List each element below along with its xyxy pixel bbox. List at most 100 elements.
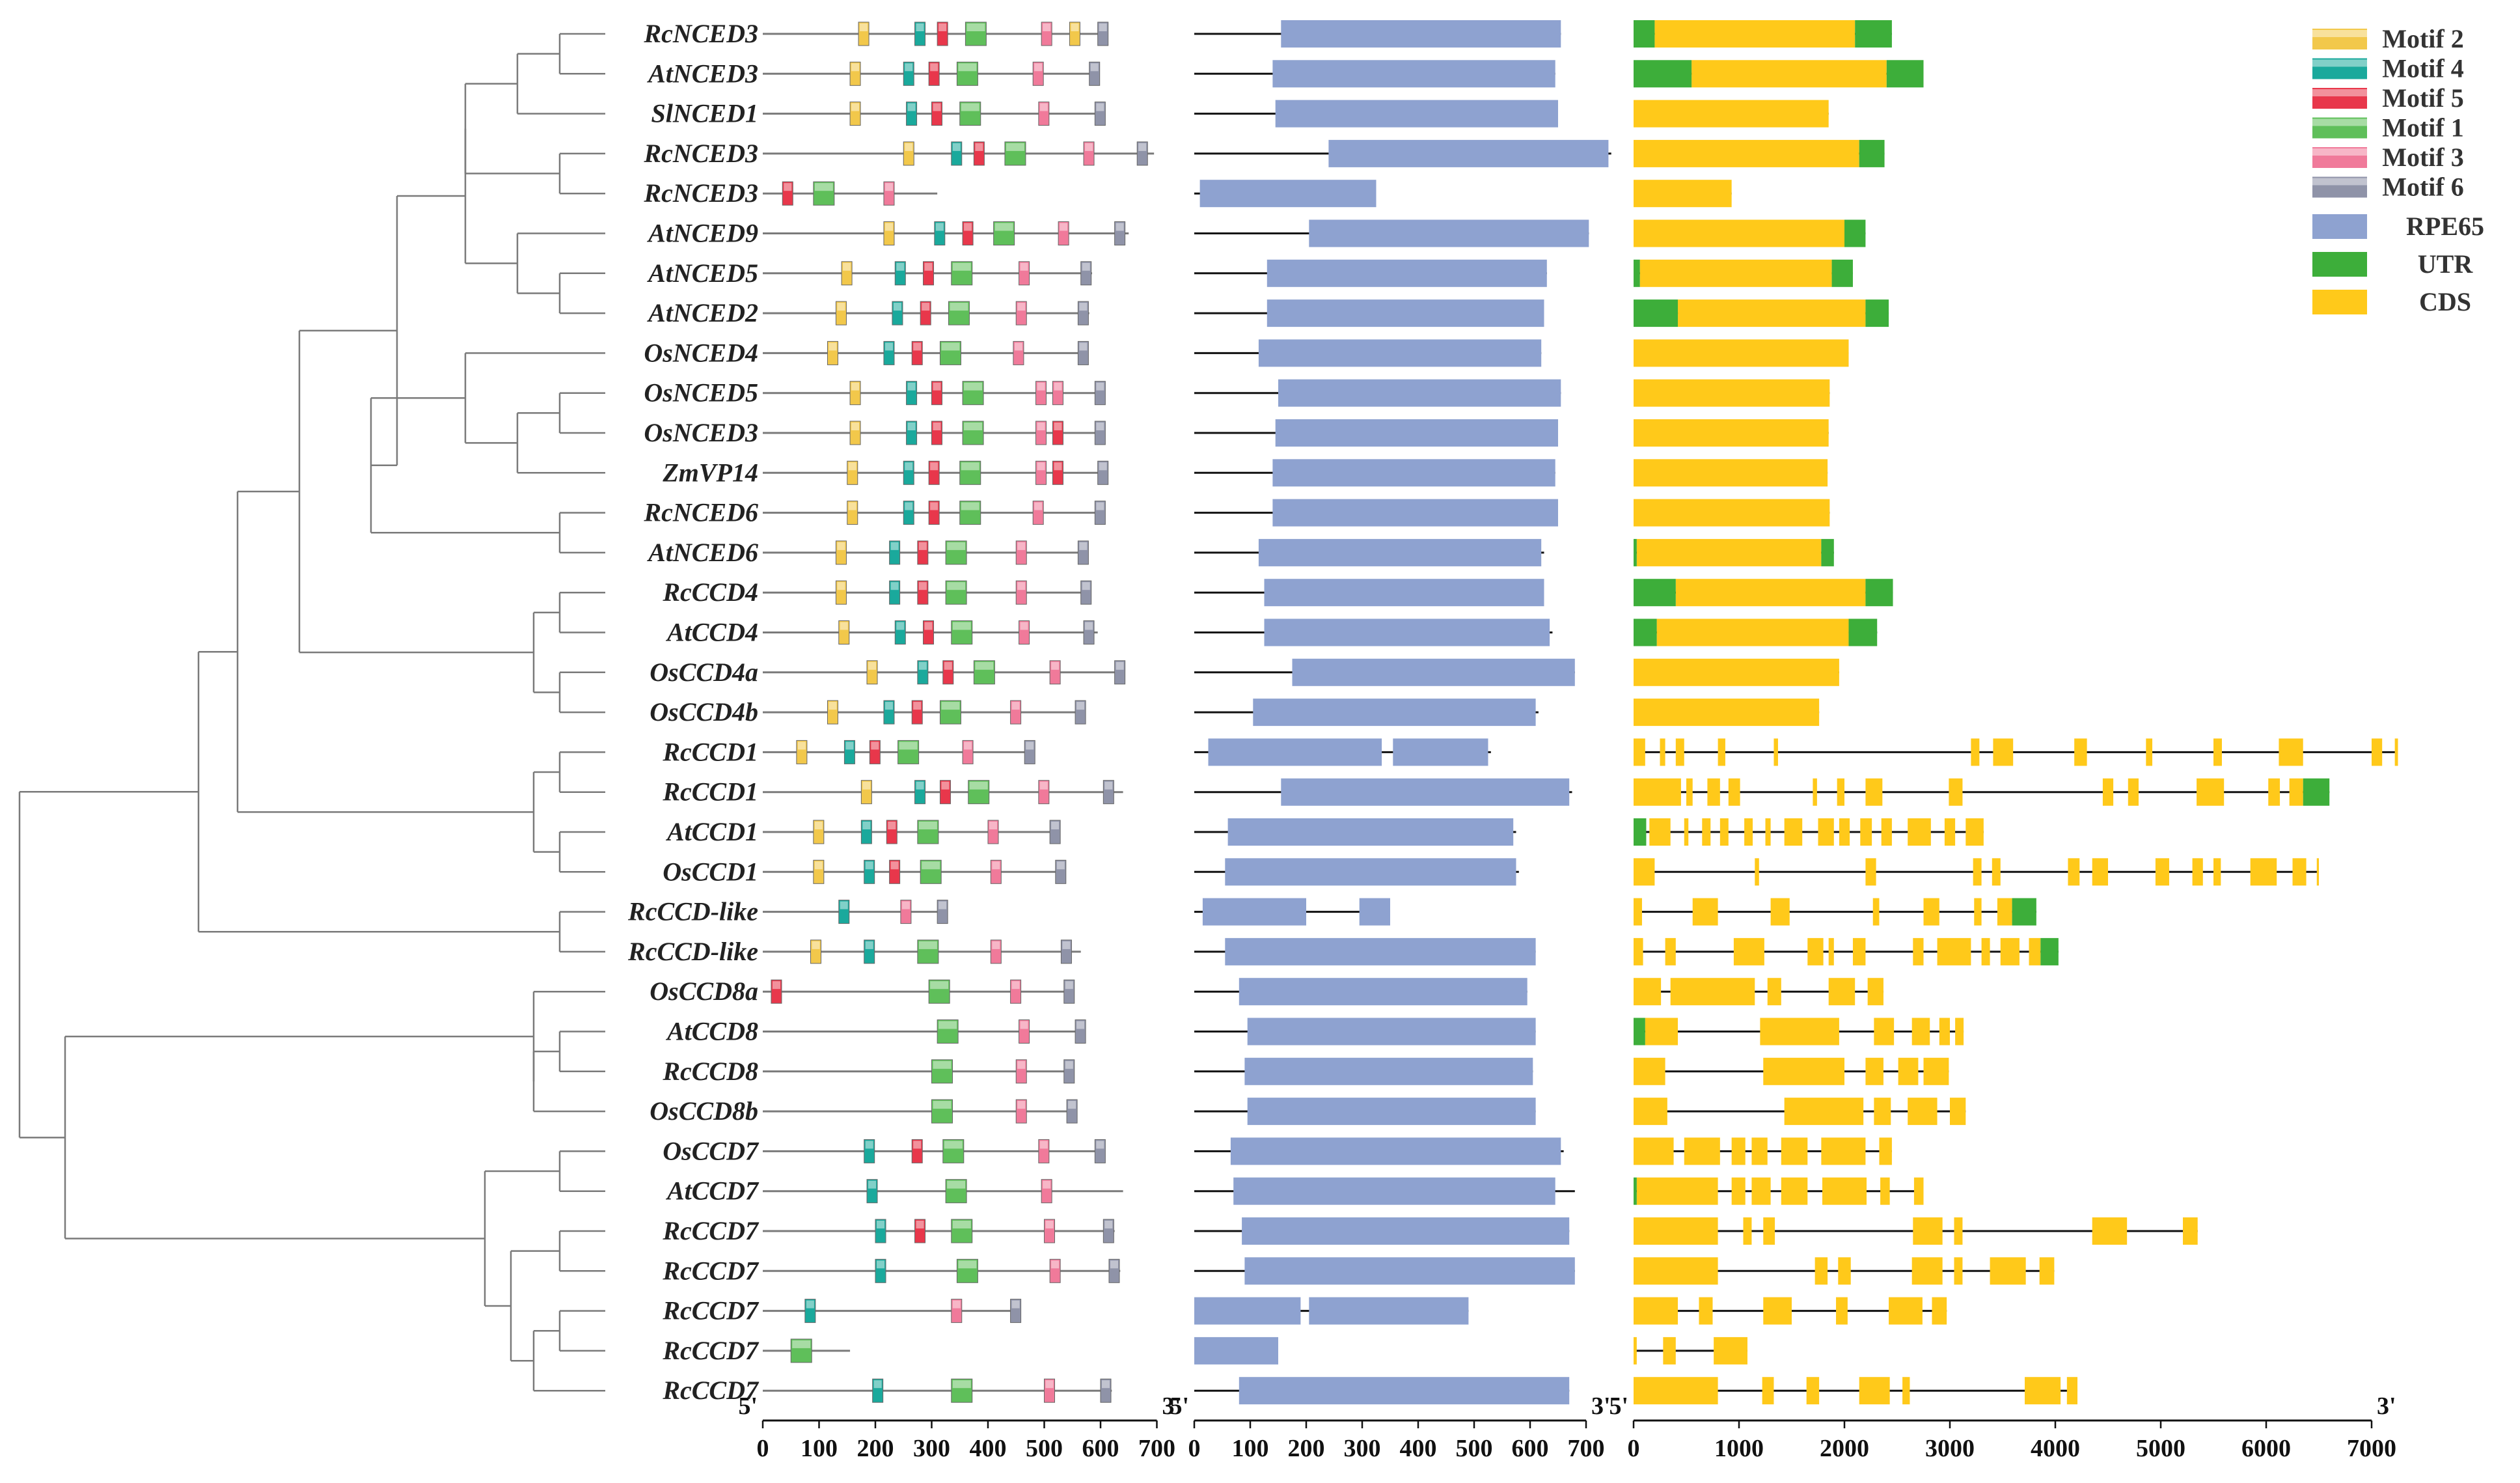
gene-label: AtNCED2 bbox=[646, 298, 758, 327]
cds-exon bbox=[1654, 20, 1856, 48]
motif-highlight bbox=[865, 941, 873, 949]
motif-highlight bbox=[952, 1300, 961, 1309]
motif-5-box bbox=[917, 580, 929, 605]
motif-4-box bbox=[903, 61, 914, 86]
motif-4-box bbox=[864, 1139, 875, 1163]
cds-exon bbox=[1731, 1137, 1746, 1165]
motif-highlight bbox=[907, 382, 916, 391]
cds-exon bbox=[2394, 738, 2398, 766]
axis-tick-label: 2000 bbox=[1820, 1435, 1869, 1462]
motif-highlight bbox=[772, 981, 780, 990]
rpe65-domain bbox=[1239, 978, 1527, 1006]
gene-label: AtCCD7 bbox=[665, 1176, 760, 1206]
cds-exon bbox=[1837, 778, 1844, 806]
gene-label: RcCCD-like bbox=[627, 897, 758, 926]
cds-exon bbox=[1692, 898, 1718, 926]
motif-highlight bbox=[1062, 941, 1071, 949]
motif-highlight bbox=[969, 781, 988, 790]
cds-exon bbox=[2192, 858, 2203, 886]
motif-6-box bbox=[1094, 381, 1106, 406]
motif-highlight bbox=[1006, 143, 1024, 151]
motif-highlight bbox=[905, 502, 913, 510]
cds-exon bbox=[1818, 818, 1834, 846]
cds-exon bbox=[1774, 738, 1778, 766]
utr-block bbox=[1831, 259, 1853, 287]
utr-block bbox=[1634, 1177, 1637, 1205]
motif-highlight bbox=[918, 822, 937, 829]
cds-exon bbox=[1634, 1217, 1718, 1245]
gene-label: RcCCD7 bbox=[662, 1216, 760, 1245]
motif-highlight bbox=[907, 103, 916, 111]
motif-3-box bbox=[951, 1299, 963, 1324]
legend-label: Motif 6 bbox=[2382, 173, 2464, 202]
motif-1-box bbox=[917, 939, 939, 964]
motif-highlight bbox=[893, 303, 901, 311]
motif-3-box bbox=[1058, 221, 1069, 245]
motif-6-box bbox=[1063, 1059, 1075, 1084]
legend-swatch-highlight bbox=[2312, 148, 2367, 156]
cds-exon bbox=[1634, 658, 1839, 686]
motif-5-box bbox=[917, 540, 929, 565]
axis-tick-label: 3000 bbox=[1925, 1435, 1975, 1462]
legend-label: Motif 5 bbox=[2382, 83, 2464, 113]
motif-5-box bbox=[923, 620, 935, 644]
cds-exon bbox=[1634, 379, 1830, 407]
motif-1-box bbox=[959, 102, 981, 126]
cds-exon bbox=[1784, 1098, 1864, 1126]
motif-6-box bbox=[1080, 580, 1092, 605]
motif-1-box bbox=[951, 620, 973, 644]
motif-highlight bbox=[1065, 981, 1073, 990]
motif-highlight bbox=[884, 342, 893, 351]
axis-end-label: 3' bbox=[2377, 1393, 2396, 1420]
cds-exon bbox=[1691, 60, 1887, 88]
legend-swatch bbox=[2312, 29, 2367, 49]
cds-exon bbox=[1872, 898, 1880, 926]
legend-swatch bbox=[2312, 58, 2367, 79]
motif-highlight bbox=[1099, 23, 1107, 31]
motif-highlight bbox=[884, 223, 893, 231]
cds-exon bbox=[1751, 1177, 1771, 1205]
rpe65-domain bbox=[1292, 658, 1575, 686]
motif-3-box bbox=[1035, 421, 1047, 445]
motif-highlight bbox=[868, 661, 877, 670]
rpe65-domain bbox=[1275, 419, 1558, 447]
cds-exon bbox=[1660, 738, 1665, 766]
motif-highlight bbox=[975, 143, 983, 151]
motif-highlight bbox=[922, 303, 930, 311]
rpe65-domain bbox=[1244, 1057, 1533, 1085]
gene-label: RcCCD7 bbox=[662, 1296, 760, 1325]
motif-highlight bbox=[905, 143, 913, 151]
cds-exon bbox=[1634, 100, 1829, 128]
cds-exon bbox=[2025, 1377, 2061, 1405]
utr-block bbox=[1859, 139, 1885, 167]
motif-3-box bbox=[1038, 1139, 1050, 1163]
motif-6-box bbox=[1094, 1139, 1106, 1163]
motif-highlight bbox=[797, 742, 806, 750]
motif-3-box bbox=[1038, 102, 1050, 126]
rpe65-domain bbox=[1194, 1337, 1278, 1365]
motif-highlight bbox=[1017, 1101, 1026, 1109]
rpe65-domain bbox=[1247, 1098, 1536, 1126]
motif-highlight bbox=[1079, 303, 1088, 311]
motif-1-box bbox=[945, 580, 967, 605]
motif-5-box bbox=[973, 141, 985, 166]
cds-exon bbox=[1908, 1098, 1938, 1126]
cds-exon bbox=[1634, 978, 1662, 1006]
cds-exon bbox=[1731, 1177, 1746, 1205]
axis-tick-label: 200 bbox=[857, 1435, 894, 1462]
motif-highlight bbox=[1076, 702, 1085, 710]
gene-label: AtNCED3 bbox=[646, 59, 758, 88]
gene-label-column: RcNCED3 AtNCED3 SlNCED1 RcNCED3 RcNCED3 AtNCE… bbox=[627, 19, 760, 1405]
motif-highlight bbox=[916, 23, 924, 31]
motif-2-box bbox=[813, 859, 825, 884]
legend-swatch-highlight bbox=[2312, 89, 2367, 96]
motif-highlight bbox=[1020, 262, 1028, 271]
motif-highlight bbox=[905, 462, 913, 471]
motif-3-box bbox=[900, 900, 912, 924]
motif-6-box bbox=[1094, 421, 1106, 445]
cds-exon bbox=[1733, 937, 1764, 965]
motif-1-box bbox=[937, 1019, 959, 1044]
motif-4-box bbox=[894, 620, 906, 644]
gene-label: RcNCED3 bbox=[643, 139, 758, 168]
motif-3-box bbox=[1044, 1219, 1055, 1243]
